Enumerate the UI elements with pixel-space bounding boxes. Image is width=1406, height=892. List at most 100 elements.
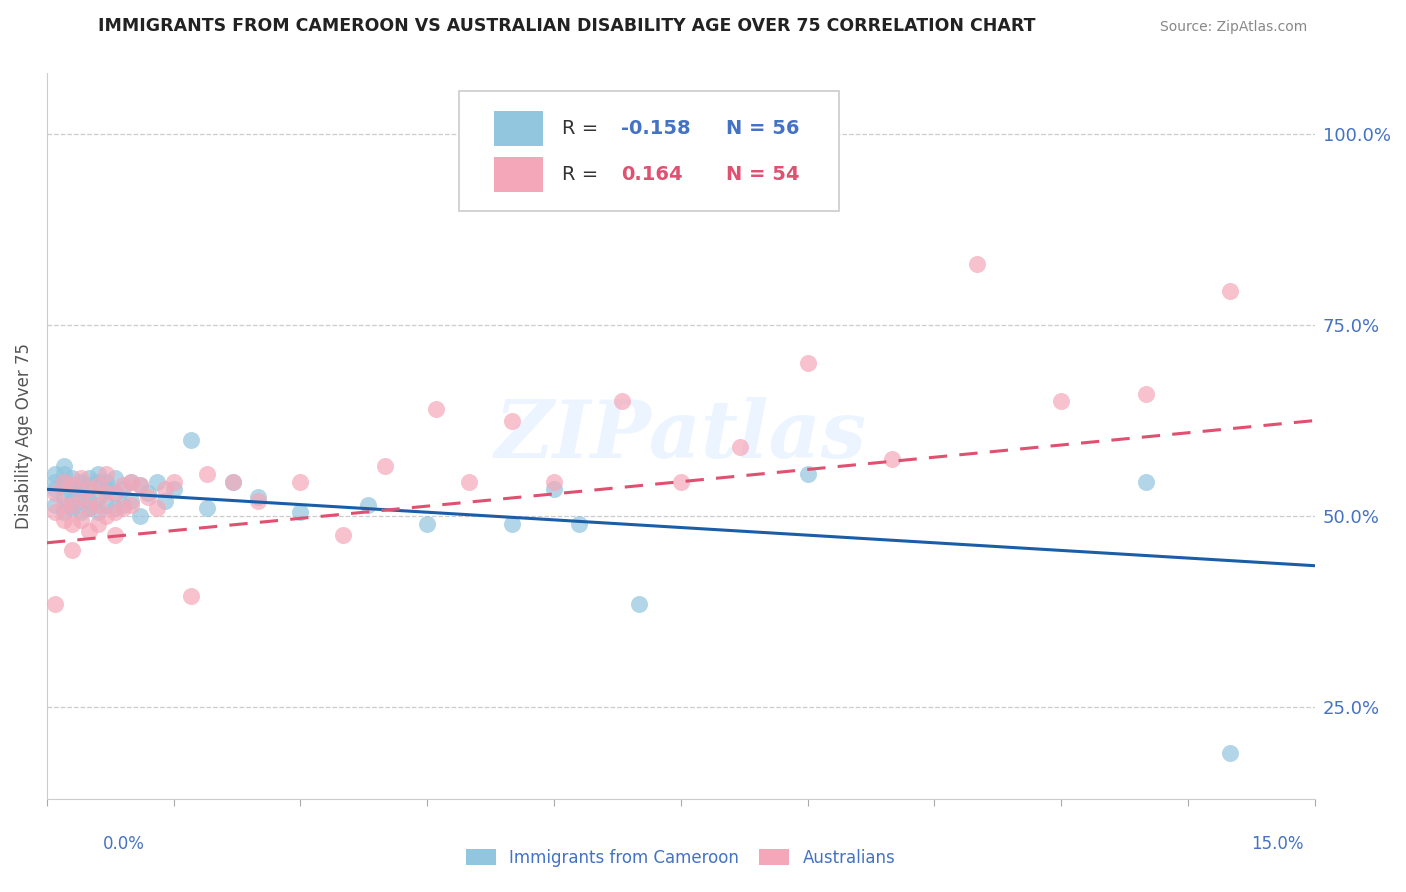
Point bbox=[94, 475, 117, 489]
Point bbox=[111, 483, 134, 497]
Text: IMMIGRANTS FROM CAMEROON VS AUSTRALIAN DISABILITY AGE OVER 75 CORRELATION CHART: IMMIGRANTS FROM CAMEROON VS AUSTRALIAN D… bbox=[98, 17, 1036, 35]
Point bbox=[128, 509, 150, 524]
Point bbox=[880, 451, 903, 466]
Point bbox=[197, 501, 219, 516]
Text: 15.0%: 15.0% bbox=[1251, 835, 1303, 853]
Point bbox=[60, 471, 83, 485]
Point bbox=[128, 478, 150, 492]
Point bbox=[1219, 746, 1241, 760]
Point bbox=[290, 475, 312, 489]
Point bbox=[103, 505, 125, 519]
Point bbox=[60, 478, 83, 492]
Point bbox=[77, 478, 100, 492]
Point bbox=[60, 486, 83, 500]
Point bbox=[120, 475, 142, 489]
Point bbox=[1135, 387, 1157, 401]
Point bbox=[77, 501, 100, 516]
Point bbox=[568, 516, 591, 531]
Text: R =: R = bbox=[561, 120, 605, 138]
Point bbox=[94, 486, 117, 500]
Text: Source: ZipAtlas.com: Source: ZipAtlas.com bbox=[1160, 21, 1308, 34]
Point bbox=[458, 475, 481, 489]
Point bbox=[163, 475, 186, 489]
Point bbox=[120, 498, 142, 512]
Point bbox=[94, 483, 117, 497]
Point bbox=[290, 505, 312, 519]
Point bbox=[94, 498, 117, 512]
Point bbox=[197, 467, 219, 481]
Point bbox=[180, 433, 202, 447]
Point bbox=[103, 486, 125, 500]
Point bbox=[77, 471, 100, 485]
Point bbox=[60, 516, 83, 531]
Point bbox=[796, 467, 818, 481]
Point bbox=[543, 475, 565, 489]
Point bbox=[94, 509, 117, 524]
Point bbox=[247, 490, 270, 504]
Point bbox=[52, 490, 75, 504]
Point bbox=[111, 478, 134, 492]
Point bbox=[69, 475, 91, 489]
Point bbox=[332, 528, 354, 542]
Point bbox=[86, 475, 108, 489]
Point bbox=[501, 516, 523, 531]
Point bbox=[69, 490, 91, 504]
Point bbox=[60, 543, 83, 558]
Point bbox=[128, 478, 150, 492]
Text: 0.0%: 0.0% bbox=[103, 835, 145, 853]
Point bbox=[120, 493, 142, 508]
Point bbox=[86, 516, 108, 531]
Point bbox=[60, 478, 83, 492]
Point bbox=[77, 501, 100, 516]
Point bbox=[136, 490, 159, 504]
Point bbox=[501, 413, 523, 427]
FancyBboxPatch shape bbox=[495, 157, 543, 192]
Point bbox=[103, 471, 125, 485]
Point bbox=[44, 467, 66, 481]
Point bbox=[155, 493, 177, 508]
Point bbox=[145, 475, 167, 489]
Point bbox=[222, 475, 245, 489]
Text: N = 56: N = 56 bbox=[727, 120, 800, 138]
Point bbox=[111, 498, 134, 512]
Point bbox=[103, 501, 125, 516]
Point bbox=[69, 471, 91, 485]
Point bbox=[86, 478, 108, 492]
Point bbox=[52, 467, 75, 481]
Point bbox=[111, 501, 134, 516]
Point bbox=[44, 475, 66, 489]
Point bbox=[60, 501, 83, 516]
Text: 0.164: 0.164 bbox=[621, 165, 683, 184]
Point bbox=[103, 528, 125, 542]
Point bbox=[728, 440, 751, 454]
Point bbox=[44, 597, 66, 611]
Point bbox=[1135, 475, 1157, 489]
Point bbox=[103, 486, 125, 500]
Point bbox=[120, 475, 142, 489]
Point bbox=[357, 498, 380, 512]
Point bbox=[247, 493, 270, 508]
Point bbox=[86, 490, 108, 504]
Text: R =: R = bbox=[561, 165, 610, 184]
Point bbox=[222, 475, 245, 489]
Point bbox=[52, 475, 75, 489]
Point bbox=[69, 513, 91, 527]
Point bbox=[163, 483, 186, 497]
Text: -0.158: -0.158 bbox=[621, 120, 690, 138]
Point bbox=[77, 483, 100, 497]
Point bbox=[425, 402, 447, 417]
Point bbox=[44, 483, 66, 497]
Point bbox=[966, 257, 988, 271]
Point bbox=[60, 493, 83, 508]
Point bbox=[669, 475, 692, 489]
Text: N = 54: N = 54 bbox=[727, 165, 800, 184]
Point bbox=[44, 505, 66, 519]
Point bbox=[1219, 284, 1241, 298]
Point bbox=[796, 356, 818, 370]
Point bbox=[155, 483, 177, 497]
Point bbox=[610, 394, 633, 409]
Point bbox=[69, 483, 91, 497]
Point bbox=[627, 597, 650, 611]
Point bbox=[1050, 394, 1073, 409]
FancyBboxPatch shape bbox=[495, 112, 543, 146]
